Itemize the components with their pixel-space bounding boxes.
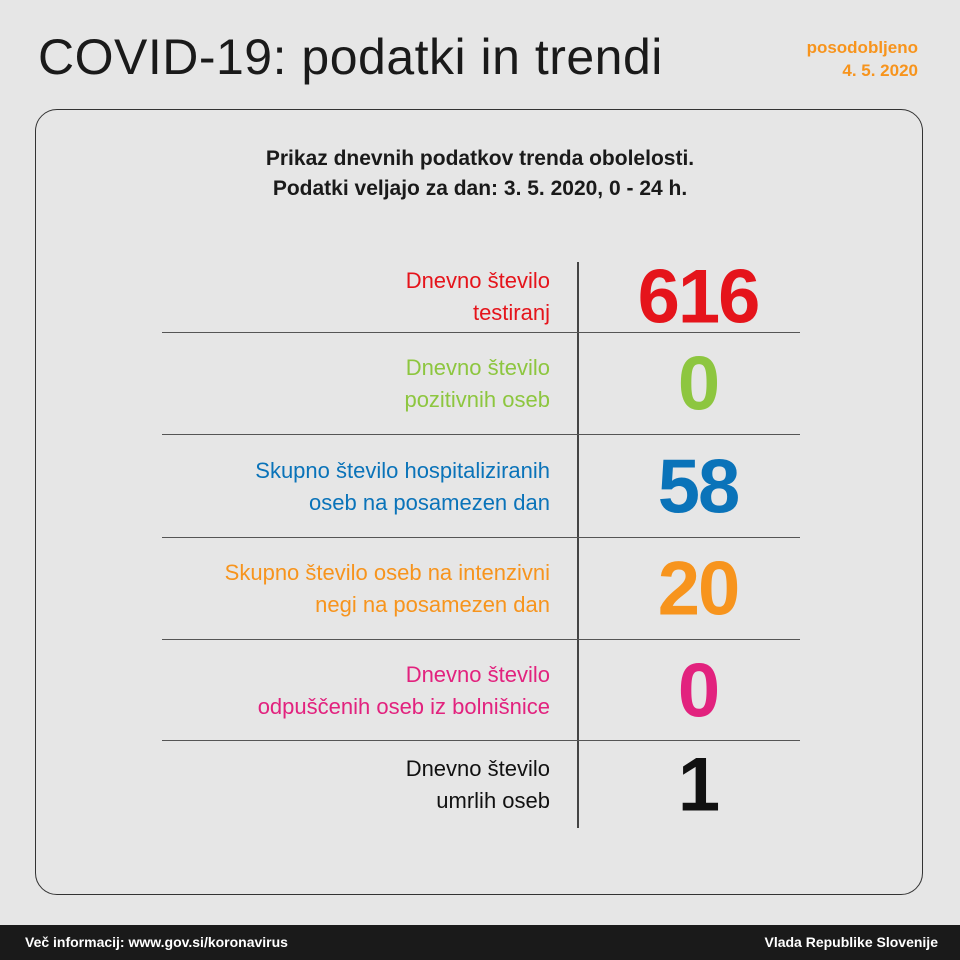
stat-value: 0 [677, 341, 720, 427]
stat-label: Dnevno število testiranj [406, 265, 550, 329]
stat-label: Skupno število hospitaliziranih oseb na p… [255, 455, 550, 519]
stat-label-line-1: Dnevno število [405, 355, 550, 380]
stat-label-line-2: oseb na posamezen dan [309, 489, 550, 515]
stat-row: Dnevno število odpuščenih oseb iz bolnišn… [162, 641, 800, 741]
subtitle-line-2: Podatki veljajo za dan: 3. 5. 2020, 0 - … [272, 177, 688, 200]
stat-row: Dnevno število pozitivnih oseb 0 [162, 334, 800, 435]
stat-value: 616 [637, 254, 761, 340]
updated-info: posodobljeno 4. 5. 2020 [807, 36, 918, 82]
subtitle: Prikaz dnevnih podatkov trenda obolelost… [0, 144, 960, 204]
stat-label-line-2: odpuščenih oseb iz bolnišnice [257, 693, 550, 719]
stat-row: Dnevno število testiranj 616 [162, 255, 800, 340]
stat-label-line-1: Skupno število hospitaliziranih [255, 457, 550, 483]
stat-label-line-2: umrlih oseb [436, 788, 550, 813]
stats-panel [35, 109, 923, 895]
column-divider [577, 262, 579, 828]
stat-label-line-1: Dnevno število [405, 661, 550, 687]
stat-label-line-2: testiranj [472, 300, 550, 325]
stat-value: 1 [677, 742, 720, 828]
stat-label-line-1: Dnevno število [405, 268, 550, 293]
stat-value: 20 [657, 546, 741, 632]
stat-label: Skupno število oseb na intenzivni negi na… [225, 557, 550, 621]
stat-label-line-2: negi na posamezen dan [315, 592, 550, 617]
footer-org: Vlada Republike Slovenije [764, 934, 938, 950]
page-title: COVID-19: podatki in trendi [38, 29, 663, 85]
stat-value: 0 [677, 648, 720, 733]
stat-value: 58 [657, 444, 741, 529]
stat-label: Dnevno število pozitivnih oseb [404, 352, 550, 416]
updated-label: posodobljeno [806, 38, 918, 57]
updated-date: 4. 5. 2020 [842, 61, 918, 80]
stat-label: Dnevno število umrlih oseb [406, 753, 550, 817]
more-info-link[interactable]: Več informacij: www.gov.si/koronavirus [25, 934, 288, 950]
stat-row: Skupno število hospitaliziranih oseb na p… [162, 436, 800, 538]
subtitle-line-1: Prikaz dnevnih podatkov trenda obolelost… [265, 147, 695, 170]
stat-row: Dnevno število umrlih oseb 1 [162, 742, 800, 828]
stat-label-line-2: pozitivnih oseb [404, 387, 550, 412]
stat-label-line-1: Dnevno število [405, 756, 550, 781]
stat-row: Skupno število oseb na intenzivni negi na… [162, 539, 800, 640]
stat-label: Dnevno število odpuščenih oseb iz bolnišn… [258, 659, 550, 723]
footer: Več informacij: www.gov.si/koronavirus V… [0, 925, 960, 960]
stat-label-line-1: Skupno število oseb na intenzivni [224, 560, 550, 585]
